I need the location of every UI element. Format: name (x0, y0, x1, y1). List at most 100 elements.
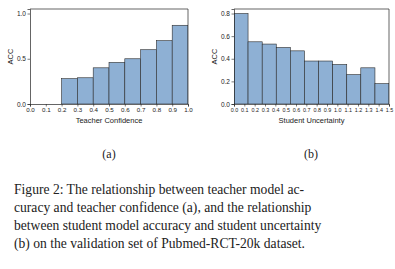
y-tick-mark (232, 36, 235, 37)
x-tick-label: 0.7 (303, 107, 311, 113)
x-tick-label: 0.5 (282, 107, 290, 113)
y-tick-label: 0.8 (221, 10, 230, 17)
x-axis-title: Student Uncertainty (279, 116, 345, 125)
y-axis: 0.0 0.5 1.0 (17, 10, 31, 108)
x-tick: 0.8 (153, 104, 162, 113)
caption-line: between student model accuracy and stude… (14, 218, 321, 233)
y-tick-mark (28, 104, 31, 105)
bar (262, 44, 276, 104)
x-tick-label: 0.0 (231, 107, 239, 113)
y-tick: 0.0 (17, 101, 30, 108)
bar (30, 104, 46, 105)
caption-line: (b) on the validation set of Pubmed-RCT-… (14, 236, 305, 252)
panel: 0.0 0.1 0.2 0.3 0.4 0.5 0.6 0.7 0.8 0.9 1.0 0.0 0.5 1… (6, 9, 193, 161)
bars (62, 25, 188, 104)
x-tick: 1.0 (184, 104, 193, 113)
y-tick-mark (232, 59, 235, 60)
x-tick-label: 0.4 (272, 107, 280, 113)
x-tick: 0.4 (272, 104, 280, 113)
bar (77, 78, 93, 104)
y-tick-mark (232, 14, 235, 15)
frame (30, 9, 188, 10)
caption-line: Figure 2: The relationship between teach… (14, 182, 304, 197)
x-tick-label: 1.3 (365, 107, 373, 113)
bar (248, 42, 262, 104)
x-tick-label: 0.4 (89, 106, 98, 113)
x-tick-label: 1.1 (344, 107, 352, 113)
x-tick: 1.5 (386, 104, 394, 113)
x-axis: 0.0 0.1 0.2 0.3 0.4 0.5 0.6 0.7 0.8 0.9 1.0 (26, 104, 193, 113)
y-tick: 1.0 (17, 10, 30, 17)
x-tick-label: 0.0 (26, 106, 35, 113)
x-axis: 0.00.10.20.30.40.50.60.70.80.91.01.11.21… (231, 104, 394, 113)
y-axis: 0.0 0.2 0.4 0.6 0.8 (221, 10, 235, 108)
y-tick-mark (28, 59, 31, 60)
bar (319, 61, 333, 104)
bar (361, 68, 375, 104)
x-tick: 0.5 (282, 104, 290, 113)
x-tick: 0.1 (241, 104, 249, 113)
x-tick-label: 0.6 (121, 106, 130, 113)
x-tick-label: 0.5 (105, 106, 114, 113)
y-tick: 0.5 (17, 55, 30, 62)
x-tick-label: 0.1 (241, 107, 249, 113)
x-tick-label: 0.9 (324, 107, 332, 113)
x-tick: 0.9 (324, 104, 332, 113)
x-tick: 1.3 (365, 104, 373, 113)
x-tick: 0.6 (121, 104, 130, 113)
y-tick: 0.6 (221, 33, 234, 40)
x-tick-label: 0.9 (168, 106, 177, 113)
bar (375, 84, 389, 104)
y-tick-label: 0.4 (221, 55, 230, 62)
x-tick: 1.2 (355, 104, 363, 113)
panel: 0.00.10.20.30.40.50.60.70.80.91.01.11.21… (210, 9, 393, 161)
bar (93, 68, 109, 104)
x-tick-label: 1.4 (375, 107, 383, 113)
bar (109, 62, 125, 104)
x-tick-label: 1.2 (355, 107, 363, 113)
x-tick-label: 0.3 (262, 107, 270, 113)
x-axis-title: Teacher Confidence (76, 116, 143, 125)
x-tick: 0.6 (293, 104, 301, 113)
x-tick: 0.2 (58, 104, 67, 113)
x-tick-label: 0.8 (153, 106, 162, 113)
x-tick-label: 0.2 (58, 106, 67, 113)
frame (188, 9, 189, 104)
y-tick-label: 0.2 (221, 78, 230, 85)
frame (234, 9, 389, 10)
x-tick: 0.7 (137, 104, 146, 113)
bar (290, 51, 304, 104)
y-tick-label: 0.0 (221, 101, 230, 108)
bar (234, 14, 248, 104)
bar (304, 61, 318, 104)
frame (389, 9, 390, 104)
panel-label: (a) (102, 147, 115, 161)
y-tick: 0.2 (221, 78, 234, 85)
y-tick-mark (232, 104, 235, 105)
bar (156, 41, 172, 104)
x-tick: 0.8 (313, 104, 321, 113)
y-tick-label: 0.5 (17, 55, 26, 62)
x-tick: 0.1 (42, 104, 51, 113)
bars (234, 14, 389, 104)
bar (347, 75, 361, 104)
y-axis-title: ACC (210, 48, 219, 64)
x-tick: 1.1 (344, 104, 352, 113)
y-axis-line (232, 10, 235, 105)
bar (125, 59, 141, 104)
y-tick: 0.0 (221, 101, 234, 108)
x-tick: 0.9 (168, 104, 177, 113)
bar (62, 79, 78, 104)
x-tick: 0.0 (26, 104, 35, 113)
y-tick: 0.8 (221, 10, 234, 17)
bar (46, 104, 62, 105)
x-tick: 0.3 (74, 104, 83, 113)
x-tick: 1.0 (334, 104, 342, 113)
y-tick-label: 0.6 (221, 33, 230, 40)
x-tick-label: 0.7 (137, 106, 146, 113)
x-tick-label: 0.1 (42, 106, 51, 113)
x-tick: 0.0 (231, 104, 239, 113)
bar (172, 25, 188, 104)
figure: 0.00.10.20.30.40.50.60.70.80.91.00.00.51… (0, 0, 395, 269)
bar (276, 47, 290, 104)
